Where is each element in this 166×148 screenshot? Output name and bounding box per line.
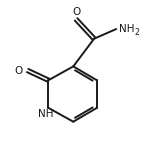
Text: NH: NH — [119, 24, 134, 34]
Text: O: O — [15, 66, 23, 75]
Text: 2: 2 — [135, 28, 140, 37]
Text: NH: NH — [38, 109, 53, 119]
Text: O: O — [72, 7, 80, 17]
